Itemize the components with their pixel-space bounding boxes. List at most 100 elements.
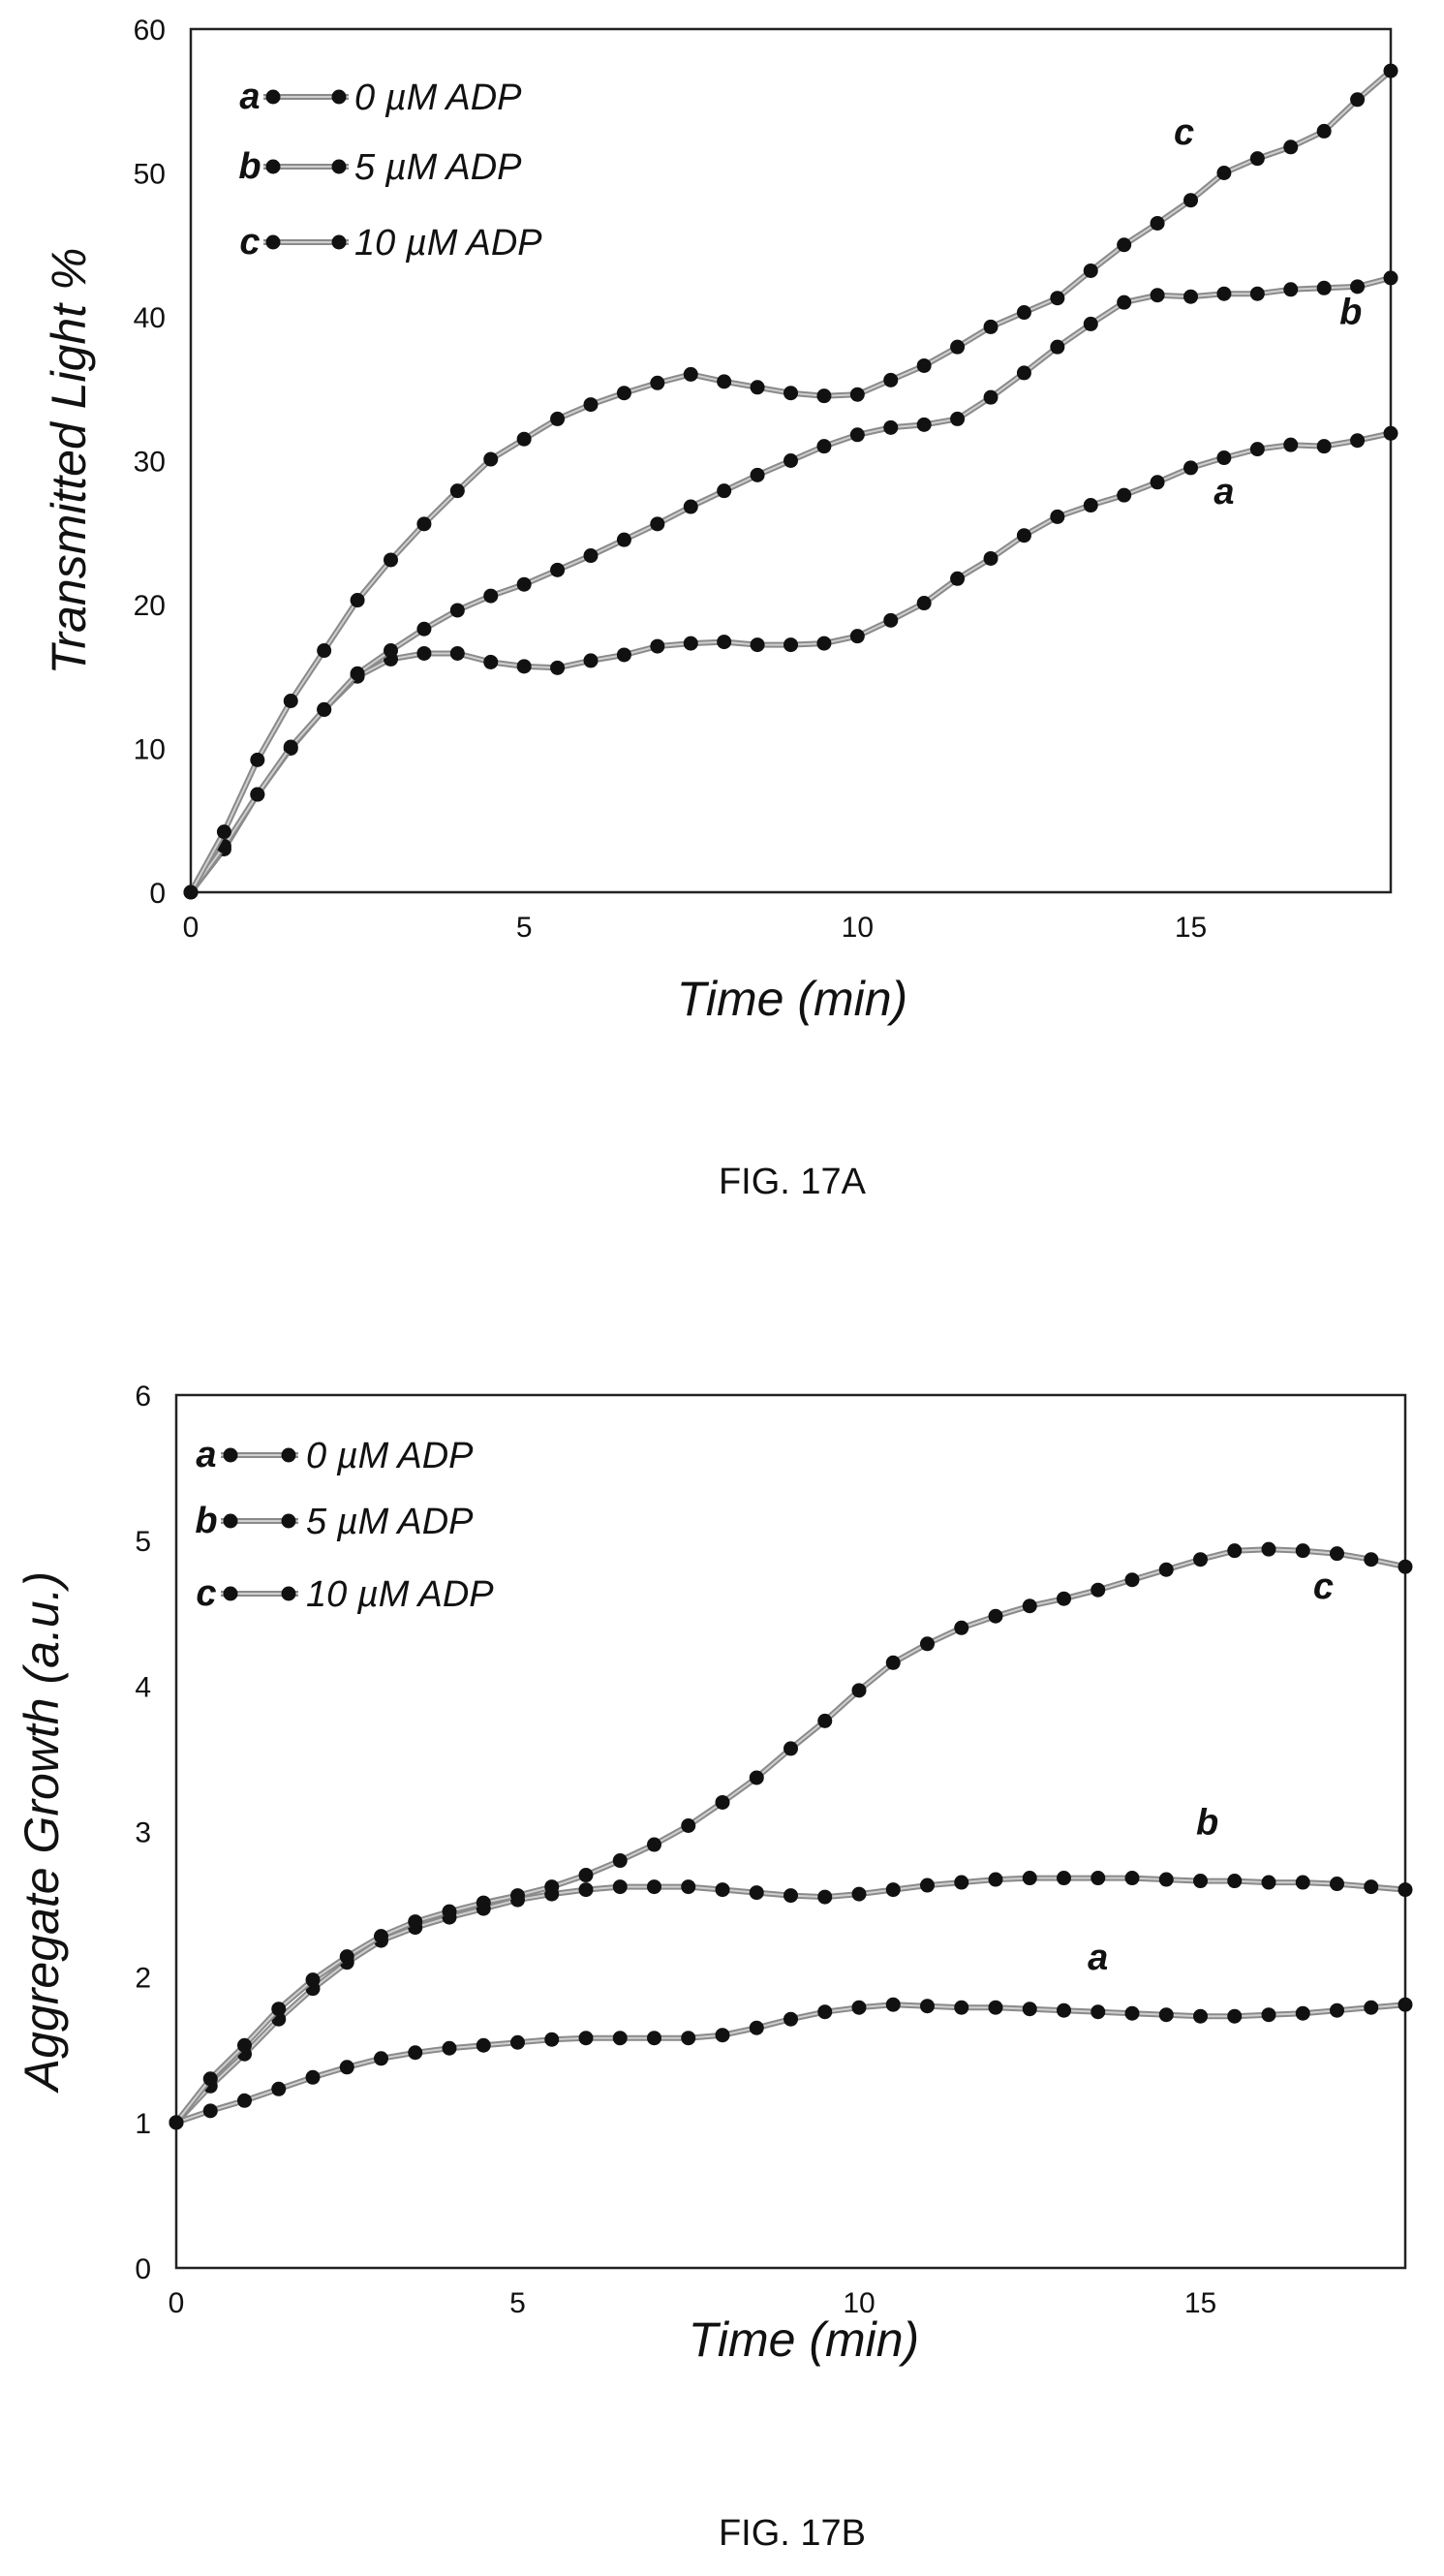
data-point (1016, 305, 1031, 321)
data-point (510, 1888, 525, 1904)
data-point (1022, 1871, 1037, 1886)
data-point (817, 2004, 833, 2020)
data-point (1022, 2002, 1037, 2017)
data-point (750, 467, 765, 482)
data-point (1216, 286, 1232, 301)
data-point (849, 427, 865, 443)
data-point (416, 516, 432, 532)
y-tick-label: 5 (135, 1526, 151, 1558)
data-point (1261, 2007, 1276, 2023)
data-point (202, 2103, 218, 2119)
data-point (1057, 1871, 1071, 1886)
data-point (510, 2034, 525, 2050)
data-point (950, 411, 966, 426)
data-point (578, 1882, 594, 1898)
data-point (1117, 295, 1132, 310)
data-point (1316, 280, 1332, 295)
legend-key: a (196, 1435, 216, 1475)
legend-marker (223, 1586, 238, 1601)
data-point (1057, 2002, 1071, 2018)
data-point (715, 1794, 730, 1810)
y-tick-label: 1 (135, 2108, 151, 2140)
data-point (1183, 193, 1198, 208)
curve-label-c: c (1313, 1567, 1334, 1607)
data-point (1295, 1543, 1310, 1559)
legend-key: a (239, 77, 260, 117)
data-point (612, 2031, 628, 2046)
data-point (583, 653, 599, 668)
series-line (190, 70, 1392, 893)
data-point (1249, 151, 1265, 167)
data-point (1124, 1871, 1140, 1886)
data-point (1330, 2002, 1344, 2018)
data-point (442, 1904, 457, 1919)
series-line (175, 1877, 1406, 2124)
data-point (183, 885, 199, 900)
y-tick-label: 3 (135, 1817, 151, 1849)
data-point (650, 516, 665, 532)
data-point (1158, 2007, 1174, 2023)
legend-key: b (238, 146, 261, 187)
data-point (350, 593, 365, 608)
legend-key: c (196, 1573, 216, 1614)
legend-marker (281, 1513, 296, 1529)
curve-label-a: a (1214, 472, 1234, 512)
data-point (885, 1997, 901, 2012)
y-tick-label: 20 (134, 590, 166, 622)
data-point (954, 2000, 969, 2015)
legend-marker (331, 89, 347, 105)
data-point (849, 629, 865, 644)
x-tick-label: 10 (843, 2287, 875, 2319)
data-point (988, 2000, 1003, 2015)
legend-entry-a: a 0 µM ADP (196, 1435, 474, 1476)
y-tick-label: 40 (134, 302, 166, 334)
data-point (1193, 1552, 1208, 1567)
data-point (1083, 498, 1098, 513)
data-point (650, 638, 665, 654)
data-point (1124, 2005, 1140, 2021)
data-point (1227, 1543, 1243, 1559)
data-point (817, 1889, 833, 1905)
data-point (650, 375, 665, 390)
data-point (1350, 279, 1366, 295)
series-line (175, 1548, 1406, 2124)
data-point (1249, 286, 1265, 301)
annotations-17a: a b c (1174, 112, 1362, 512)
data-point (681, 1817, 696, 1833)
legend-entry-b: b 5 µM ADP (195, 1501, 474, 1542)
data-point (516, 659, 532, 674)
legend-entry-b: b 5 µM ADP (238, 146, 522, 188)
data-point (883, 372, 899, 388)
data-point (1350, 92, 1366, 108)
data-point (783, 637, 798, 653)
legend-entry-a: a 0 µM ADP (239, 77, 522, 118)
data-point (1330, 1877, 1344, 1892)
x-ticks-17a: 0 5 10 15 (183, 912, 1208, 944)
data-point (851, 1886, 867, 1902)
data-point (1193, 2008, 1208, 2024)
data-point (683, 366, 698, 382)
data-point (1216, 166, 1232, 180)
data-point (954, 1875, 969, 1890)
data-point (408, 1914, 423, 1930)
curve-label-c: c (1174, 112, 1194, 153)
data-point (883, 612, 899, 628)
data-point (1083, 316, 1098, 331)
data-point (1091, 2004, 1106, 2020)
data-point (1295, 1875, 1310, 1890)
data-point (449, 603, 465, 618)
data-point (816, 388, 832, 404)
series-17a (183, 63, 1398, 900)
data-point (783, 2011, 798, 2027)
data-point (1050, 509, 1065, 524)
y-tick-label: 50 (134, 159, 166, 191)
curve-label-b: b (1339, 292, 1362, 332)
data-point (1150, 288, 1165, 303)
legend-17b: a 0 µM ADP b 5 µM ADP c 10 µM ADP (195, 1435, 494, 1615)
series-line-halo (173, 1875, 1406, 2125)
data-point (250, 752, 265, 767)
data-point (1150, 475, 1165, 490)
data-point (1249, 442, 1265, 457)
